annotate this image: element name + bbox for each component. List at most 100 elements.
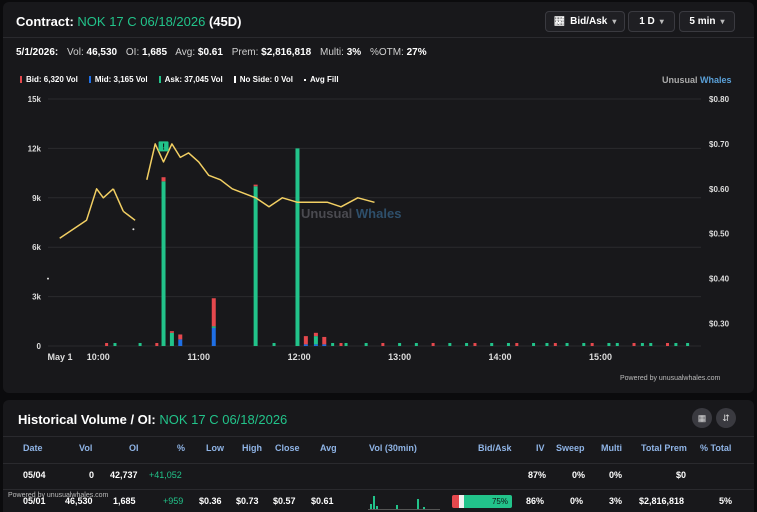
volume-bar-small: [431, 343, 435, 346]
cell-oi: 42,737: [110, 470, 138, 480]
chart-line-icon: 📈︎: [553, 16, 566, 26]
volume-bar-small: [473, 343, 477, 346]
volume-bar-ask: [313, 336, 318, 345]
col-iv[interactable]: IV: [536, 443, 545, 453]
y-right-tick-label: $0.80: [709, 95, 730, 104]
legend-item-no-side[interactable]: No Side: 0 Vol: [233, 75, 293, 84]
volume-bar-ask: [295, 148, 300, 346]
table-row[interactable]: 05/01 46,530 1,685 +959 $0.36 $0.73 $0.5…: [3, 489, 754, 511]
powered-by: Powered by unusualwhales.com: [8, 492, 109, 499]
bid-ask-bar: 75%: [452, 495, 512, 508]
stats-prem: $2,816,818: [261, 47, 312, 58]
legend-swatch: [88, 76, 91, 83]
cell-sweep: 0%: [570, 496, 584, 506]
stats-oi: 1,685: [142, 47, 168, 58]
legend-item-avg-fill[interactable]: Avg Fill: [303, 75, 339, 84]
volume-bar-small: [640, 343, 644, 346]
col-pct[interactable]: %: [177, 443, 186, 453]
cell-date: 05/04: [23, 470, 46, 480]
cell-prem: $0: [676, 470, 687, 480]
contract-label: Contract:: [16, 14, 74, 29]
legend-label: Mid: 3,165 Vol: [94, 75, 148, 84]
col-close[interactable]: Close: [275, 443, 300, 453]
col-sweep[interactable]: Sweep: [556, 443, 585, 453]
volume-bar-bid: [169, 331, 174, 333]
volume-bar-small: [632, 343, 636, 346]
side-filter-dropdown[interactable]: 📈︎ Bid/Ask ▾: [545, 11, 625, 32]
interval-dropdown[interactable]: 5 min ▾: [679, 11, 735, 32]
brand-logo: Unusual Whales: [662, 75, 732, 85]
col-oi[interactable]: OI: [129, 443, 139, 453]
legend-item-bid[interactable]: Bid: 6,320 Vol: [20, 75, 78, 84]
volume-bar-small: [674, 343, 678, 346]
table-row[interactable]: 05/04 0 42,737 +41,052 87% 0% 0% $0: [3, 463, 754, 485]
col-vol-30min[interactable]: Vol (30min): [369, 443, 417, 453]
volume-bar-bid: [211, 298, 216, 327]
avg-fill-point: [132, 228, 135, 231]
legend-label: Avg Fill: [309, 75, 339, 84]
bid-share: [452, 495, 459, 508]
legend-item-mid[interactable]: Mid: 3,165 Vol: [88, 75, 148, 84]
stats-multi: 3%: [346, 47, 362, 58]
volume-bar-bid: [313, 332, 318, 337]
volume-bar-small: [105, 343, 109, 346]
y-left-tick-label: 0: [37, 342, 42, 351]
cell-oi: 1,685: [113, 496, 136, 506]
prem-label: Prem:: [231, 47, 259, 58]
days-to-expiry: (45D): [208, 14, 242, 29]
oi-label: OI:: [125, 47, 140, 58]
col-date[interactable]: Date: [23, 443, 43, 453]
cell-sweep: 0%: [572, 470, 586, 480]
volume-bar-small: [590, 343, 594, 346]
y-left-tick-label: 9k: [32, 194, 41, 203]
volume-bar-small: [506, 343, 510, 346]
daily-stats: 5/1/2026: Vol: 46,530 OI: 1,685 Avg: $0.…: [16, 47, 433, 58]
alert-marker-icon: [158, 141, 169, 152]
x-tick-label: 10:00: [87, 352, 110, 362]
volume-price-chart: 15k 12k 9k 6k 3k 0 $0.80 $0.70 $0.60 $0.50 $0.40 $0…: [28, 95, 730, 362]
col-low[interactable]: Low: [206, 443, 224, 453]
volume-bar-small: [138, 343, 142, 346]
cell-avg: $0.61: [311, 496, 334, 506]
col-total-prem[interactable]: Total Prem: [641, 443, 687, 453]
legend-label: Ask: 37,045 Vol: [164, 75, 223, 84]
otm-label: %OTM:: [369, 47, 404, 58]
volume-bar-small: [686, 343, 690, 346]
col-pct-total[interactable]: % Total: [700, 443, 732, 453]
stats-date: 5/1/2026:: [16, 47, 59, 58]
y-right-tick-label: $0.50: [709, 230, 730, 239]
volume-bar-small: [553, 343, 557, 346]
legend-label: No Side: 0 Vol: [239, 75, 293, 84]
col-high[interactable]: High: [242, 443, 262, 453]
col-multi[interactable]: Multi: [601, 443, 622, 453]
brand-part: Whales: [700, 75, 732, 85]
cell-multi: 3%: [609, 496, 623, 506]
chart-legend: Bid: 6,320 Vol Mid: 3,165 Vol Ask: 37,04…: [20, 75, 339, 84]
volume-bar-small: [565, 343, 569, 346]
col-vol[interactable]: Vol: [79, 443, 93, 453]
volume-bar-bid: [322, 336, 327, 345]
legend-item-ask[interactable]: Ask: 37,045 Vol: [158, 75, 223, 84]
contract-chart-panel: Contract: NOK 17 C 06/18/2026 (45D) 📈︎ B…: [3, 2, 754, 393]
col-bid-ask[interactable]: Bid/Ask: [478, 443, 512, 453]
volume-bar-bid: [303, 336, 308, 345]
contract-title: Contract: NOK 17 C 06/18/2026 (45D): [16, 14, 241, 29]
contract-name: NOK 17 C 06/18/2026: [77, 14, 206, 29]
volume-bar-mid: [313, 344, 318, 346]
avg-fill-line: [59, 188, 114, 239]
volume-bar-small: [155, 343, 159, 346]
col-avg[interactable]: Avg: [320, 443, 337, 453]
volume-bar-mid: [211, 327, 216, 346]
calendar-icon[interactable]: ▦: [692, 408, 712, 428]
sort-icon[interactable]: ⇵: [716, 408, 736, 428]
stats-otm: 27%: [406, 47, 427, 58]
cell-multi: 0%: [609, 470, 623, 480]
chevron-down-icon: ▾: [720, 17, 725, 26]
multi-label: Multi:: [320, 47, 344, 58]
legend-label: Bid: 6,320 Vol: [26, 75, 78, 84]
volume-bar-small: [582, 343, 586, 346]
range-dropdown[interactable]: 1 D ▾: [628, 11, 675, 32]
volume-bar-small: [381, 343, 385, 346]
cell-iv: 87%: [528, 470, 547, 480]
y-right-tick-label: $0.70: [709, 140, 730, 149]
